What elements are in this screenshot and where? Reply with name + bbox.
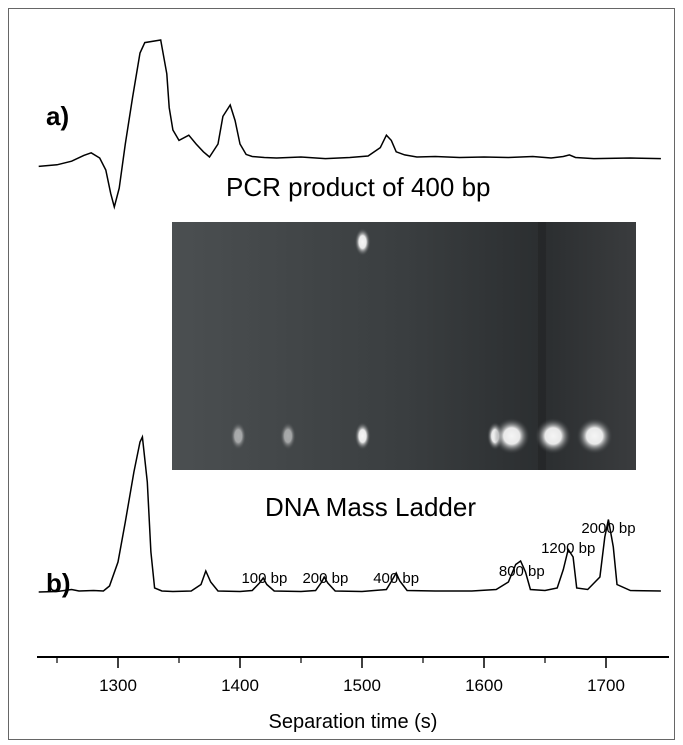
panel-b-label: b)	[46, 568, 71, 598]
trace-a-line	[38, 39, 661, 210]
x-tick-label: 1600	[465, 676, 503, 695]
x-tick-label: 1700	[587, 676, 625, 695]
gel-band	[230, 422, 247, 450]
trace-b-caption: DNA Mass Ladder	[265, 492, 476, 522]
panel-a-label: a)	[46, 101, 69, 131]
peak-annotation: 400 bp	[373, 570, 419, 587]
trace-b-line	[38, 434, 661, 593]
peak-annotation: 2000 bp	[581, 520, 635, 537]
gel-inset-image	[172, 222, 636, 470]
gel-band	[354, 422, 371, 450]
x-tick-label: 1500	[343, 676, 381, 695]
gel-band	[576, 418, 613, 454]
x-axis-ticks: 1300 1400 1500 1600 1700	[56, 657, 625, 695]
peak-annotation: 200 bp	[302, 570, 348, 587]
x-tick-label: 1300	[99, 676, 137, 695]
peak-annotation: 800 bp	[499, 563, 545, 580]
gel-band	[493, 418, 530, 454]
peak-annotations: 100 bp 200 bp 400 bp 800 bp 1200 bp 2000 bp	[241, 520, 635, 587]
gel-band	[354, 228, 371, 256]
peak-annotation: 100 bp	[241, 570, 287, 587]
trace-a-caption: PCR product of 400 bp	[226, 172, 491, 202]
gel-band	[535, 418, 572, 454]
gel-band	[280, 422, 296, 450]
x-axis-label: Separation time (s)	[269, 711, 438, 733]
figure-frame	[8, 8, 675, 740]
x-tick-label: 1400	[221, 676, 259, 695]
peak-annotation: 1200 bp	[541, 540, 595, 557]
